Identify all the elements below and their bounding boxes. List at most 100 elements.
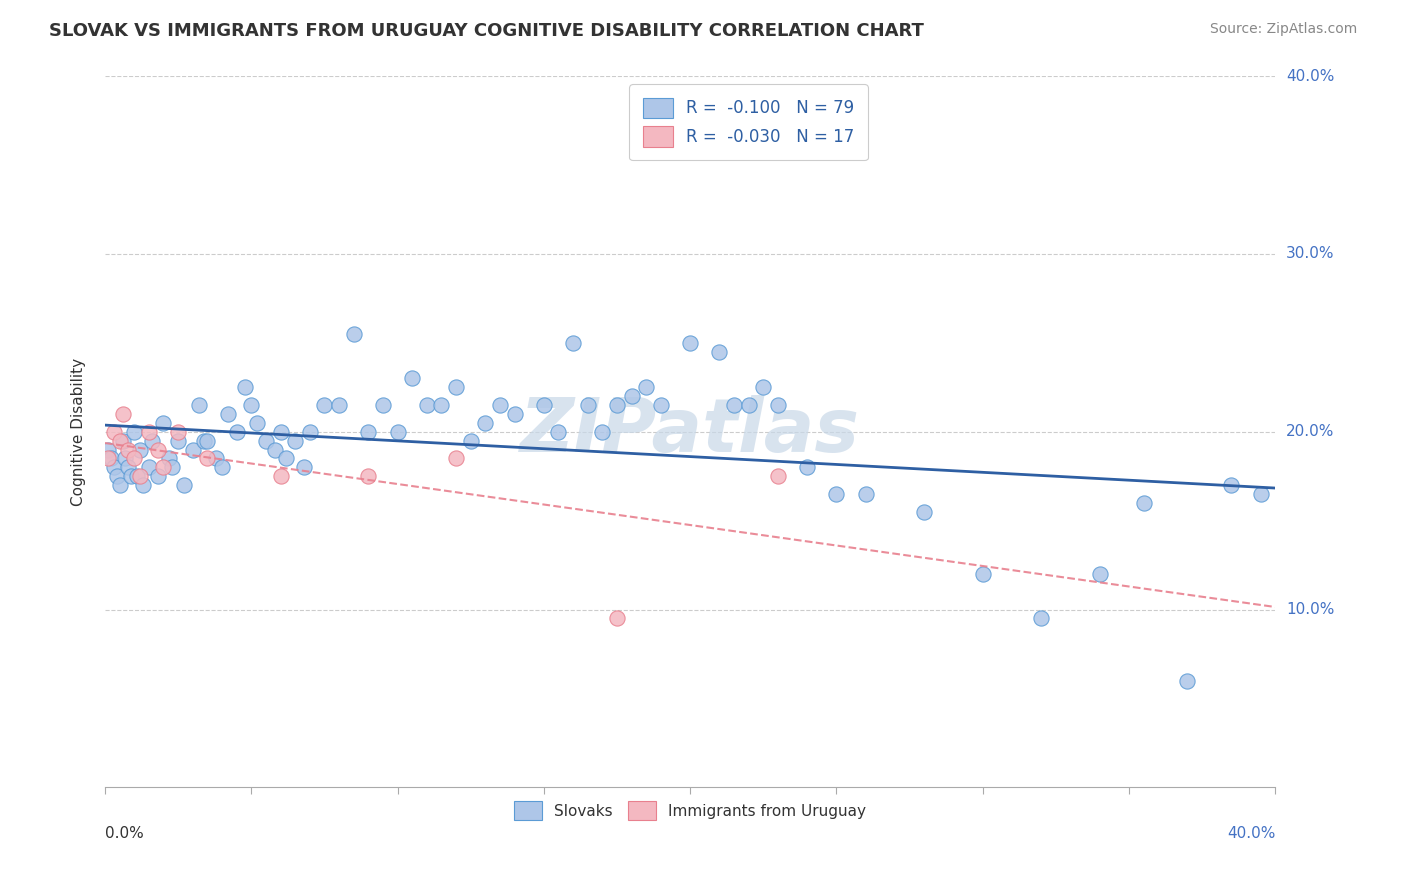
Point: [127, 469, 149, 483]
Point: [912, 505, 935, 519]
Point: [211, 460, 233, 475]
Point: [1029, 611, 1052, 625]
Point: [314, 398, 336, 412]
Point: [796, 460, 818, 475]
Point: [111, 434, 134, 448]
Point: [972, 567, 994, 582]
Point: [254, 434, 277, 448]
Point: [474, 416, 496, 430]
Point: [246, 416, 269, 430]
Point: [855, 487, 877, 501]
Point: [298, 425, 321, 439]
Point: [193, 434, 215, 448]
Point: [141, 434, 163, 448]
Point: [270, 469, 292, 483]
Text: SLOVAK VS IMMIGRANTS FROM URUGUAY COGNITIVE DISABILITY CORRELATION CHART: SLOVAK VS IMMIGRANTS FROM URUGUAY COGNIT…: [49, 22, 924, 40]
Point: [117, 460, 139, 475]
Point: [122, 425, 145, 439]
Point: [825, 487, 848, 501]
Point: [576, 398, 599, 412]
Point: [167, 434, 190, 448]
Point: [679, 335, 702, 350]
Point: [270, 425, 292, 439]
Point: [503, 407, 526, 421]
Point: [723, 398, 745, 412]
Point: [562, 335, 585, 350]
Point: [173, 478, 195, 492]
Y-axis label: Cognitive Disability: Cognitive Disability: [72, 358, 86, 506]
Point: [129, 442, 152, 457]
Point: [114, 451, 136, 466]
Point: [709, 344, 731, 359]
Point: [181, 442, 204, 457]
Point: [152, 416, 174, 430]
Point: [444, 380, 467, 394]
Point: [120, 469, 142, 483]
Point: [157, 451, 180, 466]
Text: ZIPatlas: ZIPatlas: [520, 395, 860, 468]
Point: [117, 442, 139, 457]
Text: 0.0%: 0.0%: [105, 826, 143, 841]
Point: [766, 398, 789, 412]
Point: [195, 434, 218, 448]
Point: [343, 326, 366, 341]
Point: [132, 478, 155, 492]
Text: 10.0%: 10.0%: [1286, 602, 1334, 617]
Point: [138, 425, 160, 439]
Point: [97, 451, 120, 466]
Point: [146, 469, 169, 483]
Point: [636, 380, 658, 394]
Point: [591, 425, 613, 439]
Point: [737, 398, 759, 412]
Point: [401, 371, 423, 385]
Point: [122, 451, 145, 466]
Point: [152, 460, 174, 475]
Point: [225, 425, 247, 439]
Point: [328, 398, 350, 412]
Point: [650, 398, 672, 412]
Point: [620, 389, 643, 403]
Text: 40.0%: 40.0%: [1227, 826, 1275, 841]
Point: [263, 442, 285, 457]
Point: [1088, 567, 1111, 582]
Text: Source: ZipAtlas.com: Source: ZipAtlas.com: [1209, 22, 1357, 37]
Point: [276, 451, 298, 466]
Text: 30.0%: 30.0%: [1286, 246, 1334, 261]
Point: [606, 611, 628, 625]
Point: [357, 469, 380, 483]
Point: [240, 398, 263, 412]
Text: 40.0%: 40.0%: [1286, 69, 1334, 84]
Point: [1177, 673, 1199, 688]
Point: [217, 407, 239, 421]
Point: [103, 460, 125, 475]
Point: [752, 380, 775, 394]
Point: [103, 425, 125, 439]
Point: [284, 434, 307, 448]
Point: [1220, 478, 1243, 492]
Point: [129, 469, 152, 483]
Point: [460, 434, 482, 448]
Point: [235, 380, 257, 394]
Point: [533, 398, 555, 412]
Point: [371, 398, 394, 412]
Point: [766, 469, 789, 483]
Point: [489, 398, 512, 412]
Point: [100, 451, 122, 466]
Point: [105, 469, 128, 483]
Point: [146, 442, 169, 457]
Point: [1132, 496, 1154, 510]
Point: [111, 407, 134, 421]
Point: [195, 451, 218, 466]
Legend: Slovaks, Immigrants from Uruguay: Slovaks, Immigrants from Uruguay: [509, 795, 872, 826]
Text: 20.0%: 20.0%: [1286, 425, 1334, 439]
Point: [138, 460, 160, 475]
Point: [606, 398, 628, 412]
Point: [292, 460, 315, 475]
Point: [97, 442, 120, 457]
Point: [387, 425, 409, 439]
Point: [444, 451, 467, 466]
Point: [108, 478, 131, 492]
Point: [357, 425, 380, 439]
Point: [187, 398, 209, 412]
Point: [547, 425, 569, 439]
